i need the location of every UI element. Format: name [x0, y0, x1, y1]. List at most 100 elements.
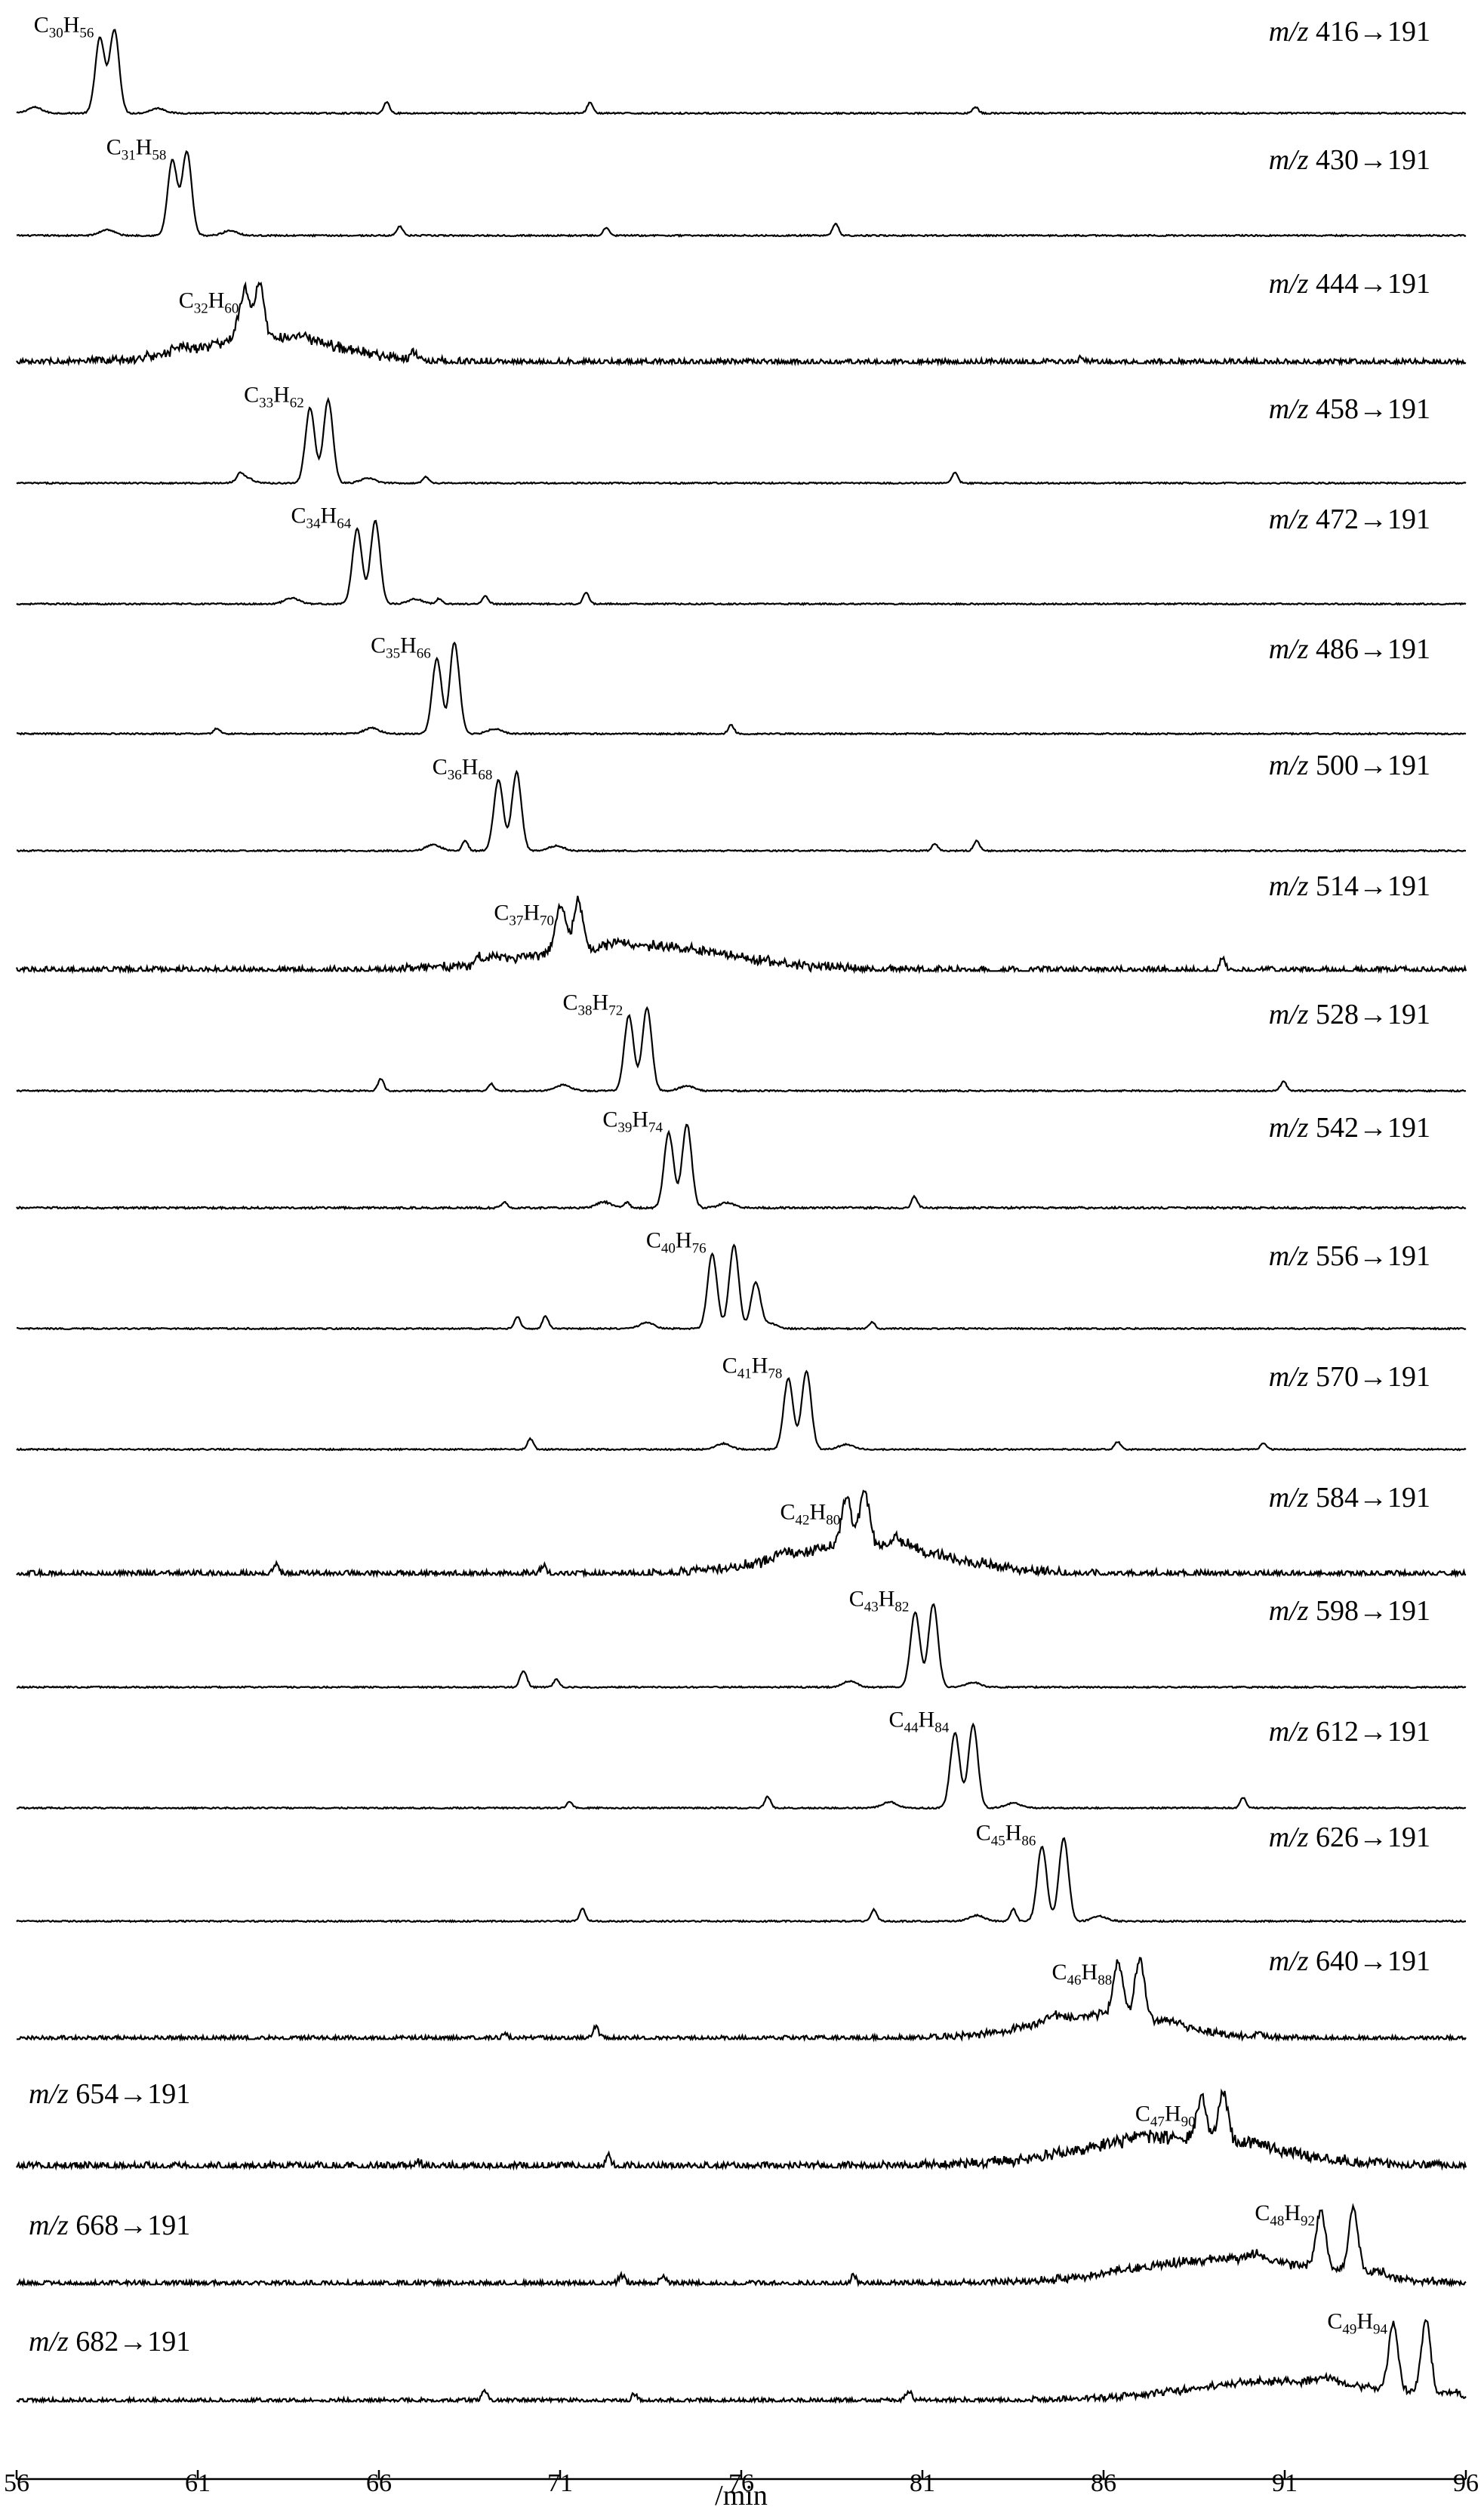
compound-formula-label: C32H60 [179, 288, 239, 317]
x-tick-label: 66 [366, 2469, 392, 2497]
formula-c: C [244, 383, 259, 408]
transition-label: m/z 584→191 [1269, 1482, 1430, 1514]
formula-c: C [780, 1500, 796, 1525]
panel: C44H84 m/z 612→191 [17, 1708, 1467, 1810]
formula-c-count: 49 [1342, 2321, 1356, 2337]
panel: C43H82 m/z 598→191 [16, 1587, 1467, 1689]
formula-c: C [849, 1587, 864, 1612]
formula-c: C [722, 1353, 737, 1378]
series-line [16, 281, 1467, 367]
formula-h-count: 92 [1301, 2213, 1315, 2229]
formula-c: C [646, 1228, 661, 1253]
transition-label: m/z 500→191 [1269, 750, 1430, 781]
formula-c: C [433, 754, 448, 779]
compound-formula-label: C35H66 [371, 633, 431, 662]
formula-c: C [563, 990, 578, 1015]
transition-label: m/z 668→191 [29, 2210, 190, 2241]
compound-formula-label: C46H88 [1052, 1960, 1113, 1988]
formula-c: C [371, 633, 386, 658]
compound-formula-label: C37H70 [494, 901, 554, 929]
compound-formula-label: C48H92 [1255, 2201, 1315, 2229]
panel: C39H74 m/z 542→191 [16, 1107, 1467, 1211]
formula-c-count: 46 [1067, 1973, 1082, 1988]
transition-value: 444→191 [1309, 268, 1431, 300]
transition-mz: m/z [1269, 16, 1309, 48]
formula-h: H [523, 901, 540, 925]
transition-label: m/z 472→191 [1269, 504, 1430, 535]
formula-c-count: 33 [259, 396, 273, 411]
compound-formula-label: C41H78 [722, 1353, 783, 1381]
transition-label: m/z 556→191 [1269, 1240, 1430, 1272]
formula-h-count: 76 [692, 1241, 707, 1257]
formula-c: C [1052, 1960, 1067, 1985]
formula-c: C [976, 1821, 991, 1846]
x-tick-label: 81 [910, 2469, 935, 2497]
compound-formula-label: C31H58 [106, 135, 167, 164]
formula-h: H [676, 1228, 692, 1253]
transition-label: m/z 682→191 [29, 2326, 190, 2358]
transition-mz: m/z [29, 2078, 69, 2110]
series-line [16, 1489, 1467, 1578]
series-line [16, 1243, 1467, 1331]
series-line [15, 895, 1467, 975]
formula-c: C [1255, 2201, 1270, 2225]
formula-h-count: 78 [768, 1366, 782, 1381]
x-tick-label: 61 [185, 2469, 211, 2497]
formula-h: H [273, 383, 290, 408]
panel: C37H70 m/z 514→191 [15, 870, 1467, 975]
formula-h: H [1082, 1960, 1098, 1985]
transition-label: m/z 416→191 [1269, 16, 1430, 48]
formula-h: H [1356, 2308, 1373, 2333]
formula-c-count: 41 [737, 1366, 752, 1381]
formula-c: C [1327, 2308, 1342, 2333]
compound-formula-label: C38H72 [563, 990, 623, 1019]
formula-h-count: 62 [290, 396, 304, 411]
panel: C49H94 m/z 682→191 [16, 2308, 1467, 2404]
transition-label: m/z 654→191 [29, 2078, 190, 2110]
x-axis: 56 61 66 71 76 81 86 91 96 /min [4, 2469, 1479, 2507]
panel: C41H78 m/z 570→191 [16, 1353, 1467, 1452]
panel: C32H60 m/z 444→191 [16, 268, 1467, 367]
x-tick-label: 71 [547, 2469, 573, 2497]
formula-c-count: 40 [661, 1241, 676, 1257]
formula-c-count: 37 [509, 913, 523, 929]
transition-value: 612→191 [1309, 1716, 1431, 1748]
formula-h-count: 86 [1021, 1834, 1036, 1849]
x-tick-label: 86 [1091, 2469, 1116, 2497]
transition-mz: m/z [1269, 1482, 1309, 1514]
transition-mz: m/z [1269, 268, 1309, 300]
transition-mz: m/z [29, 2210, 69, 2241]
formula-h-count: 74 [648, 1120, 663, 1136]
panel: C34H64 m/z 472→191 [16, 504, 1467, 606]
formula-c-count: 39 [617, 1120, 632, 1136]
transition-label: m/z 458→191 [1269, 393, 1430, 425]
transition-value: 486→191 [1309, 633, 1431, 665]
formula-c-count: 44 [904, 1720, 919, 1736]
x-tick-label: 76 [728, 2469, 754, 2497]
formula-h-count: 88 [1098, 1973, 1112, 1988]
transition-value: 528→191 [1309, 999, 1431, 1030]
transition-value: 570→191 [1309, 1361, 1431, 1393]
series-line [16, 519, 1467, 606]
transition-mz: m/z [1269, 1822, 1309, 1853]
transition-value: 598→191 [1309, 1595, 1431, 1627]
x-axis-label: /min [715, 2480, 768, 2507]
transition-value: 682→191 [69, 2326, 191, 2358]
transition-value: 584→191 [1309, 1482, 1431, 1514]
formula-c: C [1135, 2101, 1150, 2126]
formula-c-count: 42 [796, 1513, 810, 1529]
panel: C45H86 m/z 626→191 [16, 1821, 1466, 1923]
formula-c-count: 48 [1270, 2213, 1284, 2229]
transition-mz: m/z [1269, 999, 1309, 1030]
formula-c: C [106, 135, 122, 160]
formula-h-count: 84 [934, 1720, 950, 1736]
transition-mz: m/z [1269, 633, 1309, 665]
formula-h: H [1284, 2201, 1301, 2225]
transition-value: 668→191 [69, 2210, 191, 2241]
formula-c-count: 32 [194, 301, 208, 317]
panel: C35H66 m/z 486→191 [16, 633, 1467, 736]
transition-value: 458→191 [1309, 393, 1431, 425]
formula-h: H [208, 288, 225, 313]
panel: C40H76 m/z 556→191 [16, 1228, 1467, 1331]
